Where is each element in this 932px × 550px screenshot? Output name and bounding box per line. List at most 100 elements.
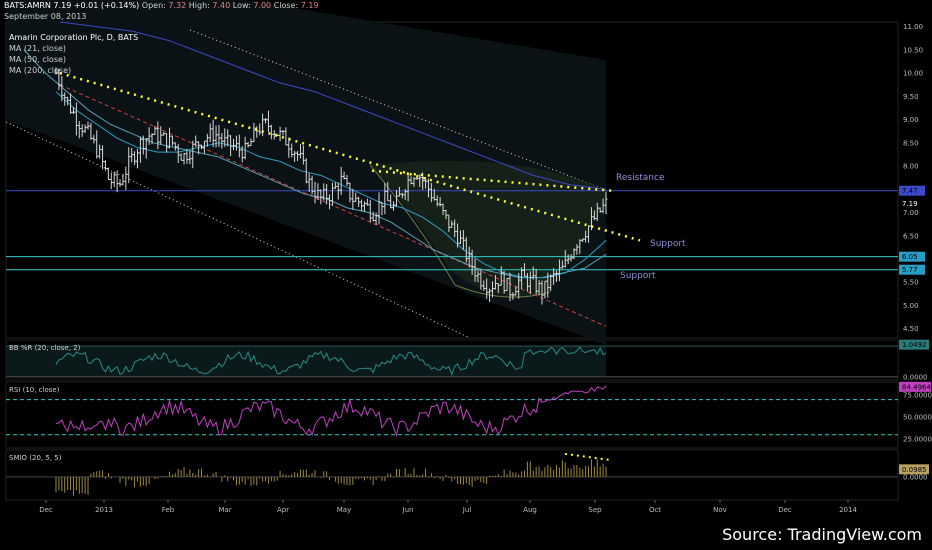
price-bar-85 <box>301 145 305 165</box>
price-bar-116 <box>392 201 396 211</box>
y-tick-label-4: 9.00 <box>903 116 919 124</box>
price-bar-2 <box>60 75 64 102</box>
y-tick-label-8: 7.00 <box>903 209 919 217</box>
price-bar-26 <box>130 147 134 163</box>
price-bar-18 <box>106 167 110 180</box>
price-tag-label-1: 7.19 <box>902 200 918 208</box>
price-bar-102 <box>351 188 355 210</box>
price-bar-163 <box>528 271 532 295</box>
price-bar-67 <box>249 138 253 147</box>
price-bar-0 <box>54 67 58 75</box>
price-bar-183 <box>587 225 591 243</box>
price-bar-44 <box>182 152 186 165</box>
rsi-line <box>55 385 607 437</box>
last-price: 7.19 <box>53 1 72 10</box>
high-value: 7.40 <box>212 1 231 10</box>
price-bar-12 <box>89 122 93 140</box>
price-bar-80 <box>287 137 291 158</box>
annotation-resistance-0: Resistance <box>616 173 665 183</box>
price-bar-157 <box>511 292 515 300</box>
y-tick-label-0: 11.00 <box>903 23 923 31</box>
price-bar-55 <box>214 125 218 148</box>
x-tick-label-0: Dec <box>39 506 53 514</box>
price-bar-96 <box>333 182 337 189</box>
price-bar-13 <box>92 134 96 144</box>
price-bar-54 <box>211 119 215 148</box>
smio-y-tick-0: 0.0000 <box>903 473 928 481</box>
price-bar-132 <box>438 196 442 207</box>
price-bar-100 <box>345 174 349 186</box>
price-bar-88 <box>310 175 314 195</box>
open-value: 7.32 <box>168 1 187 10</box>
price-bar-153 <box>499 266 503 286</box>
price-bar-10 <box>83 124 87 134</box>
price-bar-22 <box>118 179 122 187</box>
y-tick-label-2: 10.00 <box>903 70 923 78</box>
y-tick-label-11: 5.50 <box>903 279 919 287</box>
price-bar-7 <box>74 102 78 136</box>
price-bar-175 <box>563 250 567 268</box>
price-bar-129 <box>429 182 433 203</box>
price-bar-186 <box>595 202 599 222</box>
price-bar-176 <box>566 254 570 265</box>
x-tick-label-1: 2013 <box>95 506 113 514</box>
price-bar-72 <box>264 117 268 124</box>
price-bar-160 <box>520 267 524 290</box>
price-bar-58 <box>223 128 227 147</box>
y-tick-label-13: 4.50 <box>903 325 919 333</box>
legend: Amarin Corporation Plc, D, BATS MA (21, … <box>9 32 138 76</box>
legend-title: Amarin Corporation Plc, D, BATS <box>9 33 139 42</box>
price-bar-148 <box>485 278 489 299</box>
price-bar-3 <box>63 92 67 106</box>
x-tick-label-7: Jul <box>462 506 472 514</box>
price-bar-139 <box>458 230 462 245</box>
rsi-last-box <box>899 381 931 392</box>
x-tick-label-10: Oct <box>649 506 661 514</box>
change: +0.01 (+0.14%) <box>73 1 140 10</box>
price-bar-189 <box>604 191 608 215</box>
price-bar-89 <box>313 181 317 204</box>
price-bar-84 <box>298 143 302 159</box>
ma200-line <box>59 21 607 190</box>
price-bar-9 <box>80 124 84 137</box>
price-bar-6 <box>71 107 75 115</box>
price-tag-label-3: 5.77 <box>902 266 918 274</box>
price-bar-101 <box>348 182 352 203</box>
pane-frame-3 <box>5 449 899 501</box>
price-bar-155 <box>505 277 509 292</box>
price-bar-144 <box>473 258 477 282</box>
x-tick-label-12: Dec <box>778 506 792 514</box>
price-bar-38 <box>165 133 169 153</box>
source-watermark: Source: TradingView.com <box>722 525 922 544</box>
annotation-support-2: Support <box>620 271 656 281</box>
price-bar-68 <box>252 122 256 143</box>
bb-last-label: 1.0492 <box>902 341 927 349</box>
price-bar-185 <box>592 210 596 221</box>
price-bar-182 <box>584 230 588 243</box>
price-bar-142 <box>467 246 471 268</box>
price-bar-83 <box>296 150 300 162</box>
price-bar-61 <box>232 138 236 151</box>
y-tick-label-1: 10.50 <box>903 46 923 54</box>
y-tick-label-9: 6.50 <box>903 232 919 240</box>
low-value: 7.00 <box>253 1 272 10</box>
price-bar-27 <box>133 151 137 165</box>
bb-band-fill <box>6 346 606 377</box>
price-bar-161 <box>523 263 527 277</box>
price-bar-111 <box>377 192 381 225</box>
x-tick-label-11: Nov <box>713 506 727 514</box>
price-bar-179 <box>575 244 579 255</box>
smio-last-label: 0.0985 <box>902 466 927 474</box>
x-tick-label-6: Jun <box>402 506 414 514</box>
price-bar-167 <box>540 280 544 305</box>
smio-title: SMIO (20, 5, 5) <box>9 454 62 462</box>
price-bar-75 <box>272 130 276 140</box>
ma21-line <box>55 91 607 279</box>
price-bar-78 <box>281 130 285 136</box>
price-bar-63 <box>237 134 241 158</box>
price-bar-145 <box>476 270 480 283</box>
price-bar-94 <box>328 194 332 210</box>
price-bar-17 <box>103 160 107 171</box>
